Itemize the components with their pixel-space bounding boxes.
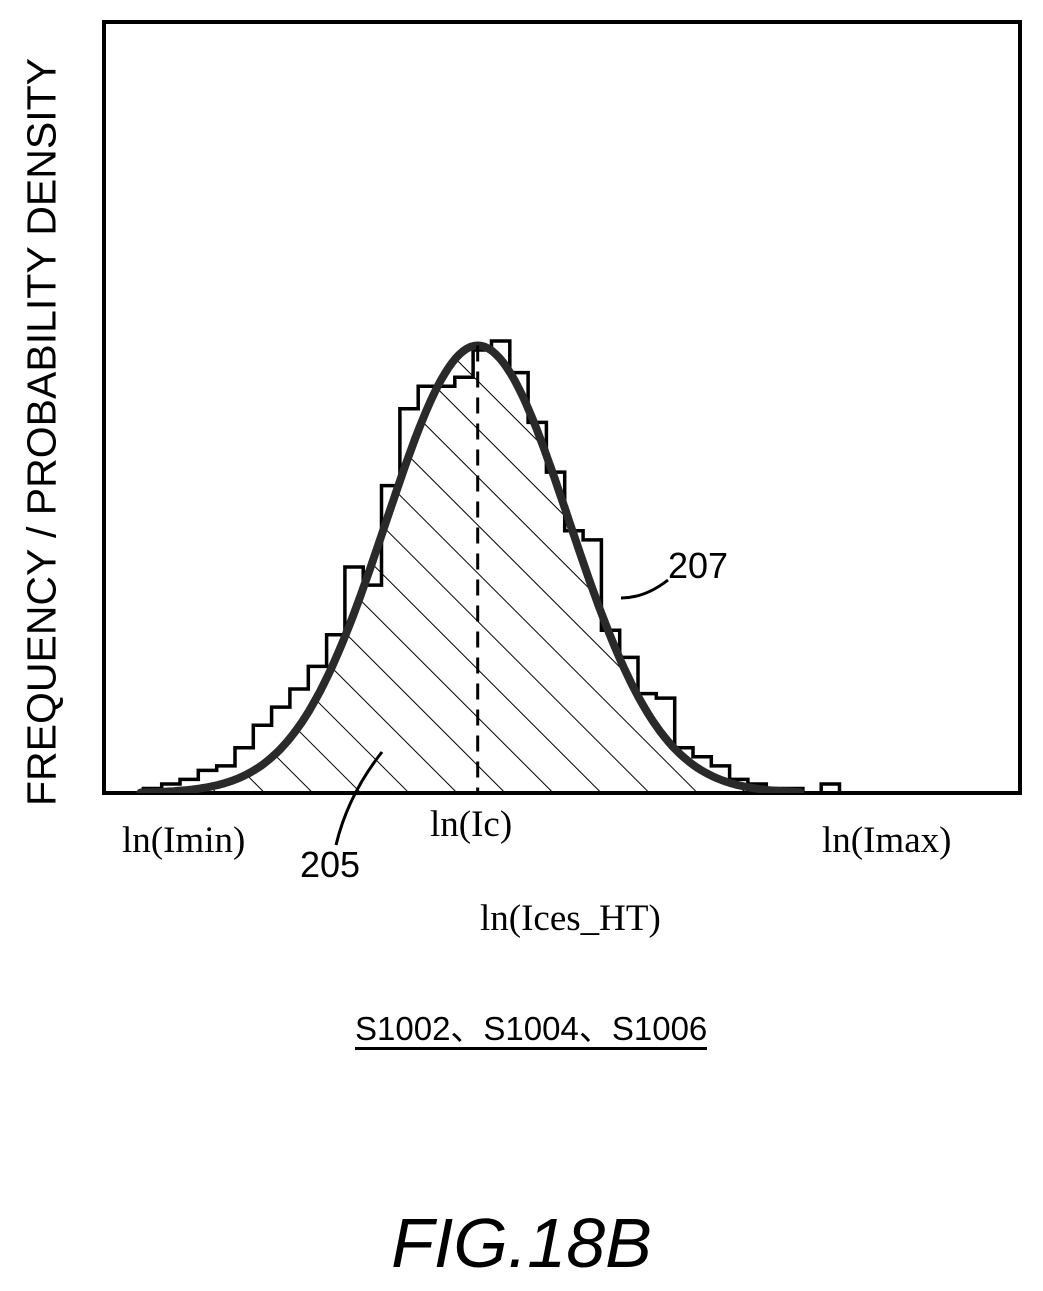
x-tick-label-min: ln(Imin) xyxy=(122,820,246,861)
reference-205-leader xyxy=(334,751,384,846)
density-curve-207 xyxy=(136,341,805,793)
step-reference-label: S1002、S1004、S1006 xyxy=(355,1012,708,1050)
histogram-205 xyxy=(141,339,842,793)
x-axis-label: ln(Ices_HT) xyxy=(480,898,661,939)
reference-numeral-207: 207 xyxy=(668,545,729,586)
reference-207-leader xyxy=(620,578,669,600)
figure-caption: FIG.18B xyxy=(391,1204,652,1282)
x-tick-label-max: ln(Imax) xyxy=(822,820,952,861)
x-tick-label-center: ln(Ic) xyxy=(430,804,513,845)
hatched-area-205 xyxy=(140,345,801,793)
reference-numeral-205: 205 xyxy=(300,844,361,885)
plot-area xyxy=(136,339,842,793)
y-axis-label: FREQUENCY / PROBABILITY DENSITY xyxy=(18,57,65,807)
